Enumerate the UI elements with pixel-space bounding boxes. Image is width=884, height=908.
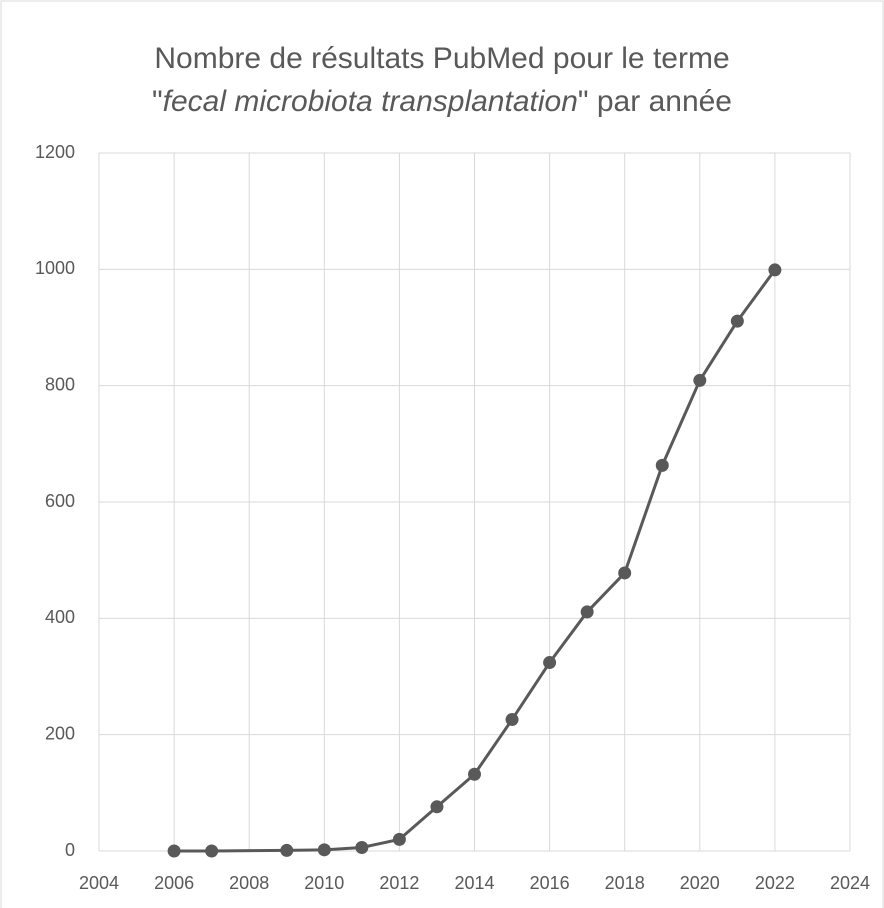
data-point bbox=[468, 767, 481, 781]
x-tick-label: 2014 bbox=[454, 873, 494, 893]
title-rest: " par année bbox=[578, 85, 732, 118]
data-point bbox=[430, 800, 444, 814]
data-line bbox=[174, 269, 777, 853]
data-point bbox=[618, 566, 632, 580]
data-point bbox=[693, 373, 707, 387]
data-point bbox=[355, 841, 369, 855]
y-tick-label: 1000 bbox=[35, 258, 75, 278]
data-point bbox=[580, 605, 594, 619]
chart-title: Nombre de résultats PubMed pour le terme bbox=[154, 42, 729, 75]
data-point bbox=[730, 314, 744, 328]
y-tick-label: 1200 bbox=[35, 142, 75, 162]
chart-title-line2: "fecal microbiota transplantation" par a… bbox=[152, 85, 732, 118]
x-tick-label: 2024 bbox=[830, 873, 870, 893]
x-tick-label: 2020 bbox=[680, 873, 720, 893]
x-tick-label: 2012 bbox=[379, 873, 419, 893]
y-tick-label: 800 bbox=[45, 374, 75, 394]
y-tick-label: 400 bbox=[45, 607, 75, 627]
data-point bbox=[505, 713, 519, 727]
data-point bbox=[205, 844, 219, 858]
data-point bbox=[768, 263, 782, 277]
x-tick-label: 2018 bbox=[605, 873, 645, 893]
y-tick-label: 0 bbox=[65, 840, 75, 860]
data-point bbox=[167, 844, 181, 858]
x-tick-label: 2008 bbox=[229, 873, 269, 893]
data-point bbox=[543, 656, 557, 670]
title-term: fecal microbiota transplantation bbox=[163, 85, 578, 118]
x-tick-label: 2004 bbox=[79, 873, 119, 893]
data-point bbox=[317, 843, 331, 857]
y-tick-label: 200 bbox=[45, 723, 75, 743]
data-point bbox=[392, 832, 406, 846]
data-point bbox=[280, 843, 294, 857]
y-tick-label: 600 bbox=[45, 491, 75, 511]
x-tick-label: 2010 bbox=[304, 873, 344, 893]
x-tick-label: 2016 bbox=[530, 873, 570, 893]
x-tick-label: 2022 bbox=[755, 873, 795, 893]
x-tick-label: 2006 bbox=[154, 873, 194, 893]
data-point bbox=[655, 458, 669, 472]
title-quote: " bbox=[152, 85, 163, 118]
